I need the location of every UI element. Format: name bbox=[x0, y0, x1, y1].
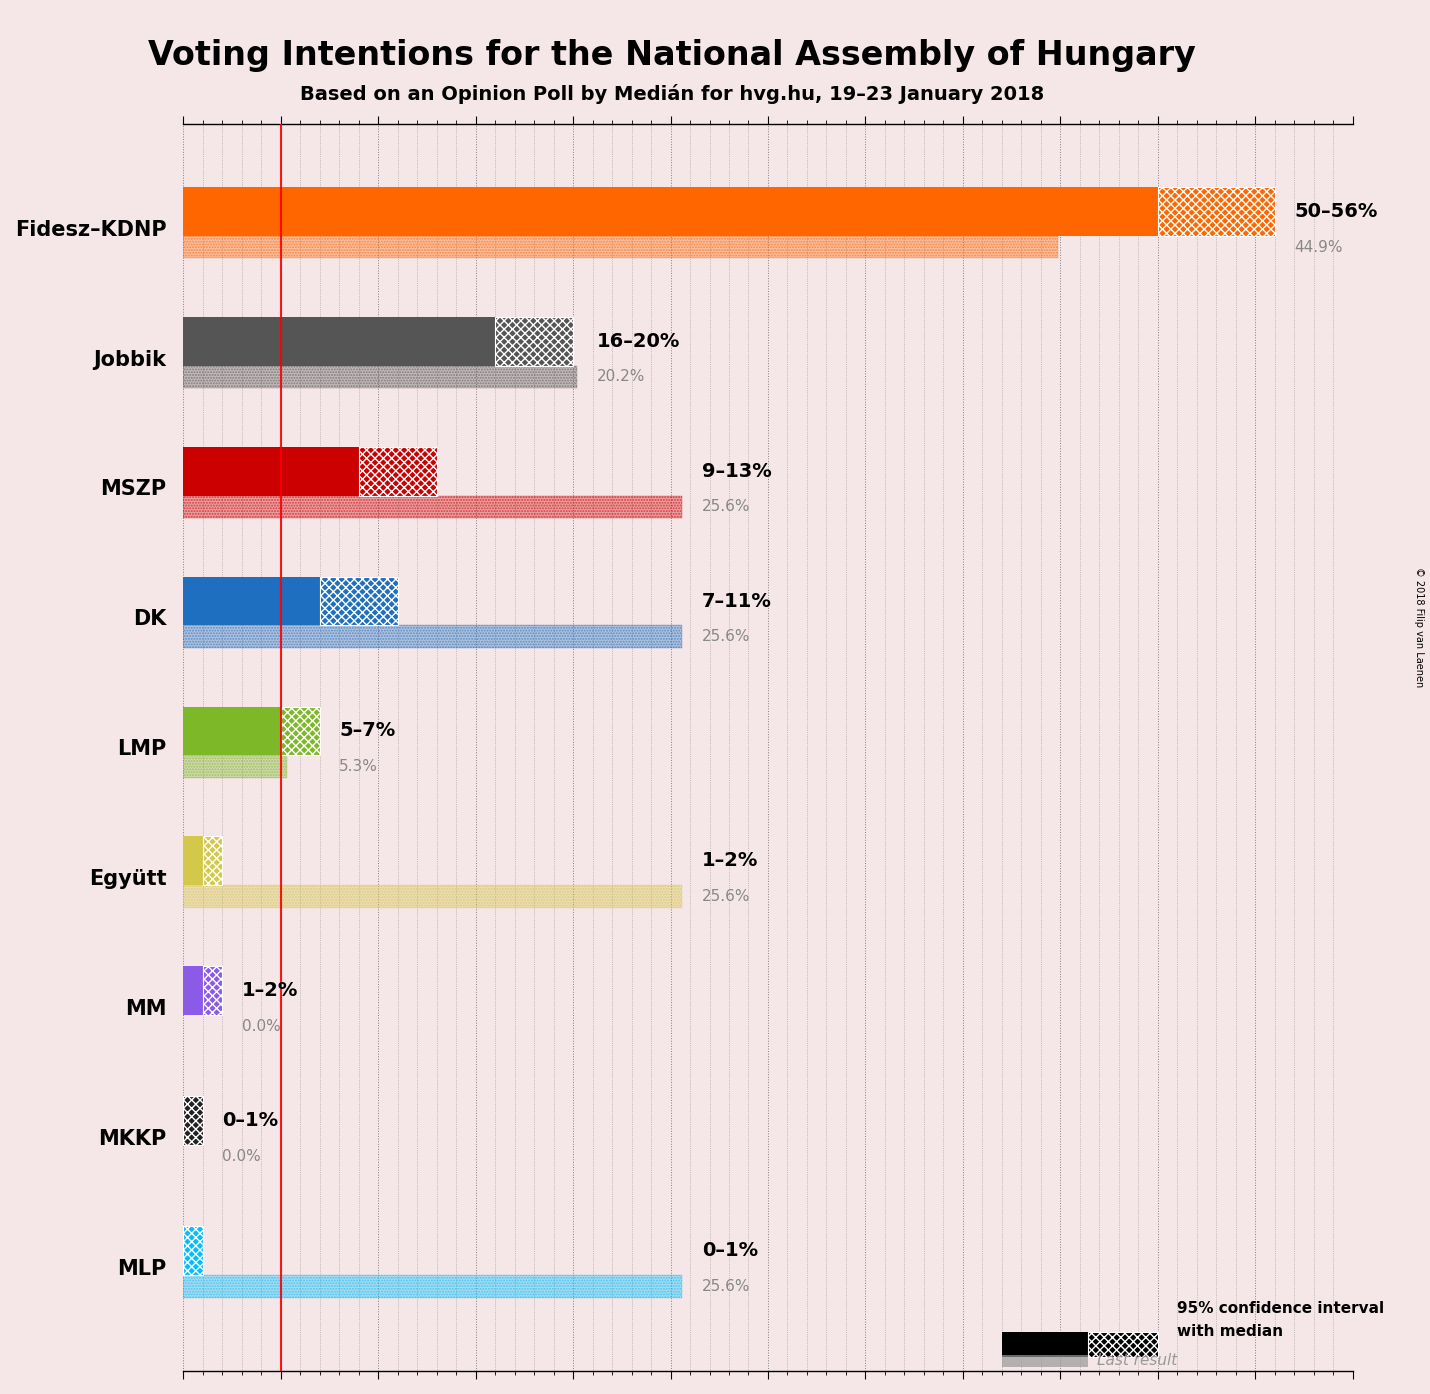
Text: 20.2%: 20.2% bbox=[596, 369, 645, 385]
Bar bbox=[183, 236, 1058, 258]
Text: 5–7%: 5–7% bbox=[339, 722, 396, 740]
Bar bbox=[359, 447, 436, 495]
Bar bbox=[183, 365, 576, 389]
Text: Based on an Opinion Poll by Medián for hvg.hu, 19–23 January 2018: Based on an Opinion Poll by Medián for h… bbox=[300, 84, 1044, 103]
Bar bbox=[1158, 187, 1274, 236]
Bar bbox=[183, 1096, 203, 1144]
Bar bbox=[183, 756, 286, 778]
Bar bbox=[280, 707, 320, 756]
Bar bbox=[183, 626, 682, 648]
Text: 0–1%: 0–1% bbox=[222, 1111, 279, 1131]
Bar bbox=[1002, 1355, 1088, 1366]
Bar bbox=[183, 236, 1058, 258]
Bar bbox=[183, 885, 682, 907]
Bar bbox=[183, 966, 203, 1015]
Bar bbox=[320, 577, 398, 626]
Bar bbox=[183, 365, 576, 389]
Bar bbox=[183, 1276, 682, 1298]
Bar bbox=[183, 495, 682, 519]
Bar bbox=[203, 966, 222, 1015]
Bar bbox=[183, 495, 682, 519]
Text: with median: with median bbox=[1177, 1324, 1283, 1340]
Bar bbox=[183, 756, 286, 778]
Text: 25.6%: 25.6% bbox=[702, 1278, 751, 1294]
Text: 1–2%: 1–2% bbox=[242, 981, 297, 1001]
Text: 25.6%: 25.6% bbox=[702, 499, 751, 514]
Bar bbox=[183, 707, 280, 756]
Text: Voting Intentions for the National Assembly of Hungary: Voting Intentions for the National Assem… bbox=[149, 39, 1195, 72]
Bar bbox=[183, 836, 203, 885]
Bar bbox=[1002, 1333, 1088, 1356]
Text: © 2018 Filip van Laenen: © 2018 Filip van Laenen bbox=[1414, 567, 1423, 687]
Text: 0.0%: 0.0% bbox=[242, 1019, 280, 1034]
Text: 95% confidence interval: 95% confidence interval bbox=[1177, 1302, 1384, 1316]
Bar bbox=[183, 1276, 682, 1298]
Text: 0–1%: 0–1% bbox=[702, 1241, 758, 1260]
Text: 50–56%: 50–56% bbox=[1294, 202, 1377, 220]
Bar bbox=[183, 577, 320, 626]
Text: 44.9%: 44.9% bbox=[1294, 240, 1343, 255]
Text: 1–2%: 1–2% bbox=[702, 852, 758, 870]
Bar bbox=[183, 316, 495, 365]
Text: 0.0%: 0.0% bbox=[222, 1149, 262, 1164]
Bar bbox=[183, 447, 359, 495]
Text: Last result: Last result bbox=[1097, 1354, 1177, 1369]
Bar bbox=[183, 626, 682, 648]
Bar bbox=[183, 885, 682, 907]
Bar bbox=[1088, 1333, 1158, 1356]
Text: 25.6%: 25.6% bbox=[702, 629, 751, 644]
Bar bbox=[183, 1227, 203, 1276]
Text: 25.6%: 25.6% bbox=[702, 889, 751, 905]
Bar bbox=[183, 187, 1158, 236]
Bar bbox=[203, 836, 222, 885]
Bar bbox=[495, 316, 573, 365]
Text: 9–13%: 9–13% bbox=[702, 461, 771, 481]
Text: 7–11%: 7–11% bbox=[702, 591, 772, 611]
Text: 5.3%: 5.3% bbox=[339, 760, 378, 774]
Text: 16–20%: 16–20% bbox=[596, 332, 679, 351]
